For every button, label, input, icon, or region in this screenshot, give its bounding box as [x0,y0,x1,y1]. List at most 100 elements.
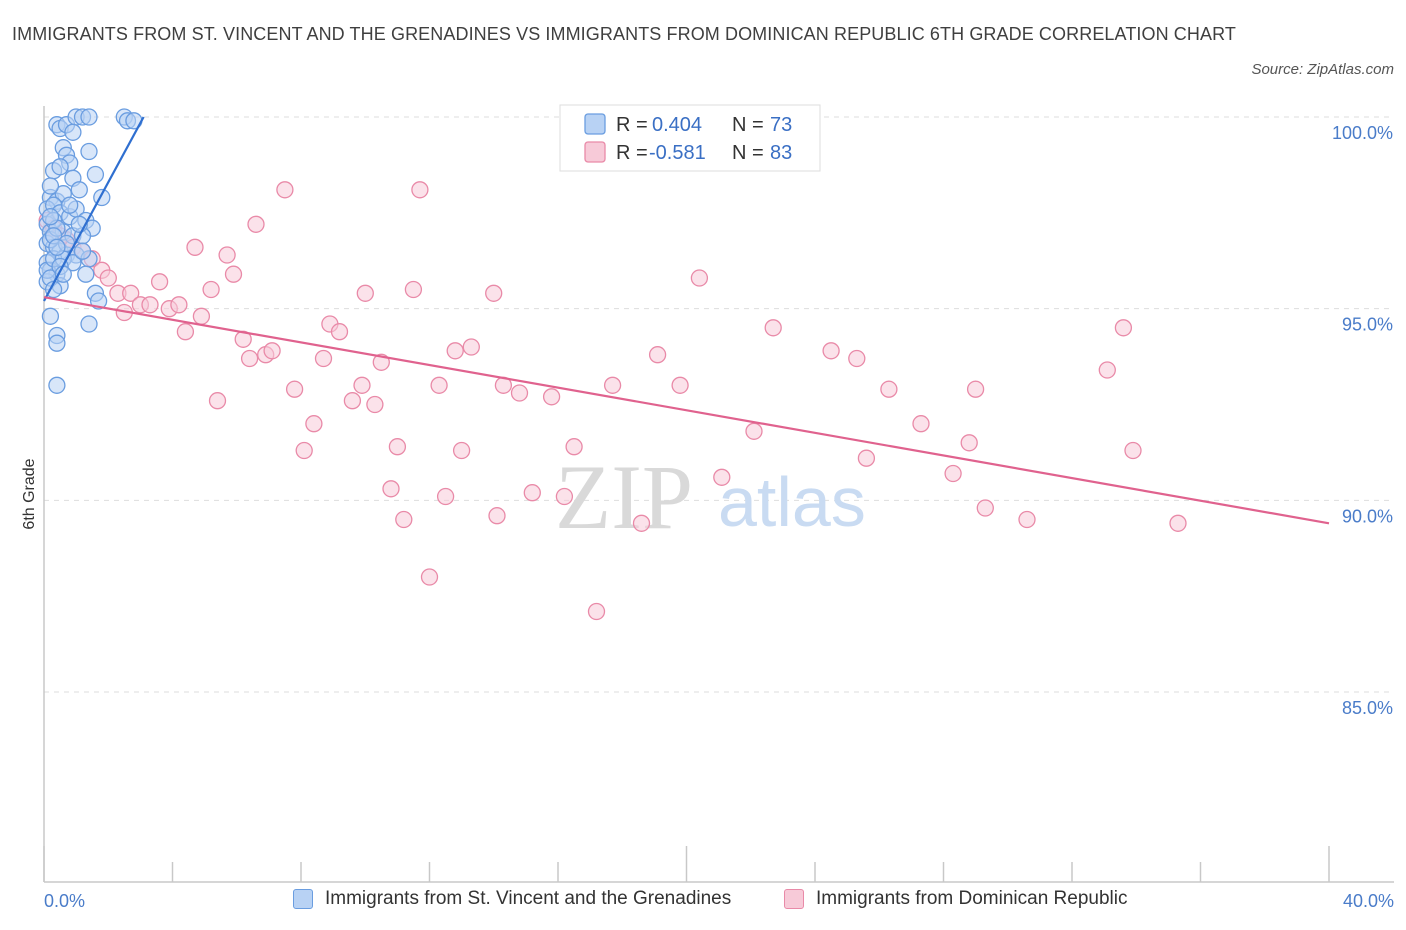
watermark: ZIP atlas [555,446,866,548]
scatter-point-pink [295,441,313,460]
scatter-point-pink [1114,319,1133,337]
trend-line-blue [43,116,145,302]
scatter-point-pink [555,487,574,506]
y-tick-label: 90.0% [1342,506,1393,526]
scatter-point-pink [485,284,503,302]
scatter-point-pink [192,307,211,325]
scatter-point-pink [632,514,651,532]
scatter-point-blue [70,181,88,199]
scatter-point-pink [285,380,304,398]
scatter-point-blue [51,158,69,176]
scatter-point-blue [41,177,60,195]
legend-label-blue: Immigrants from St. Vincent and the Gren… [325,888,732,909]
scatter-point-pink [1124,441,1142,460]
scatter-point-pink [912,415,930,433]
legend-item-blue: Immigrants from St. Vincent and the Gren… [293,888,731,910]
scatter-point-blue [86,165,105,184]
scatter-point-pink [944,464,962,483]
legend-r-value-blue: 0.404 [652,114,702,136]
scatter-point-pink [276,181,294,199]
scatter-point-pink [960,434,978,452]
scatter-point-pink [353,376,371,394]
stats-legend: R = 0.404 N = 73 R = -0.581 N = 83 [559,104,821,172]
scatter-point-blue [77,265,95,283]
scatter-point-pink [388,438,407,456]
scatter-point-blue [41,307,60,325]
scatter-point-pink [745,422,763,440]
legend-r-label-pink: R = [616,142,648,164]
gridlines [44,116,1394,693]
scatter-point-pink [420,568,439,586]
scatter-point-pink [411,181,429,199]
scatter-point-pink [510,384,529,402]
source-label: Source: ZipAtlas.com [1251,61,1394,78]
watermark-atlas: atlas [718,463,866,541]
scatter-point-pink [218,246,236,264]
scatter-point-pink [122,284,140,302]
scatter-point-pink [404,280,423,299]
scatter-point-pink [523,484,541,502]
scatter-point-pink [880,380,898,398]
x-tick-label-min: 0.0% [44,891,85,911]
scatter-point-blue [48,334,66,352]
legend-r-value-pink: -0.581 [649,142,706,164]
scatter-point-pink [305,415,323,433]
scatter-points [38,108,1187,621]
scatter-point-pink [671,376,689,394]
watermark-zip: ZIP [555,446,693,548]
scatter-point-pink [186,238,204,256]
scatter-point-pink [247,215,265,233]
y-tick-labels: 100.0% 95.0% 90.0% 85.0% [1332,123,1393,718]
scatter-point-blue [61,196,79,214]
legend-item-pink: Immigrants from Dominican Republic [784,888,1128,910]
legend-n-value-blue: 73 [770,114,792,136]
legend-n-label-blue: N = [732,114,764,136]
scatter-point-pink [99,269,117,287]
scatter-point-pink [395,510,413,529]
scatter-point-pink [1098,361,1116,379]
scatter-point-pink [1169,514,1187,532]
scatter-point-pink [966,380,985,398]
scatter-point-blue [48,376,66,394]
scatter-point-pink [366,395,384,414]
scatter-point-pink [202,280,220,299]
scatter-point-pink [170,296,188,314]
scatter-point-pink [976,499,994,517]
y-tick-label: 100.0% [1332,123,1393,143]
trend-line-pink [43,296,1330,525]
x-tick-label-max: 40.0% [1343,891,1394,911]
scatter-point-pink [382,480,400,498]
scatter-point-pink [208,392,227,410]
scatter-point-blue [48,238,66,256]
scatter-point-pink [542,388,561,406]
scatter-point-pink [141,296,159,314]
trend-lines [43,116,1330,525]
scatter-point-pink [1018,510,1036,529]
scatter-point-pink [430,376,448,394]
scatter-point-pink [224,265,243,283]
scatter-point-blue [80,142,98,161]
legend-label-pink: Immigrants from Dominican Republic [816,888,1128,909]
scatter-point-pink [263,342,281,360]
scatter-point-pink [240,349,259,368]
series-legend: Immigrants from St. Vincent and the Gren… [0,888,1406,918]
y-tick-label: 95.0% [1342,315,1393,335]
x-tick-marks [43,846,1330,882]
legend-r-label-blue: R = [616,114,648,136]
scatter-point-pink [822,342,840,360]
scatter-point-pink [857,449,876,467]
scatter-point-pink [603,376,622,394]
scatter-point-blue [80,315,98,333]
scatter-point-blue [41,208,60,226]
scatter-point-pink [462,338,480,356]
scatter-point-pink [488,507,506,525]
chart-title: IMMIGRANTS FROM ST. VINCENT AND THE GREN… [12,24,1236,44]
scatter-point-blue [64,123,82,141]
scatter-point-pink [446,342,464,360]
scatter-point-pink [436,487,455,506]
scatter-point-pink [452,441,471,460]
scatter-point-pink [587,602,606,621]
scatter-point-pink [150,273,169,291]
scatter-point-pink [848,349,866,368]
